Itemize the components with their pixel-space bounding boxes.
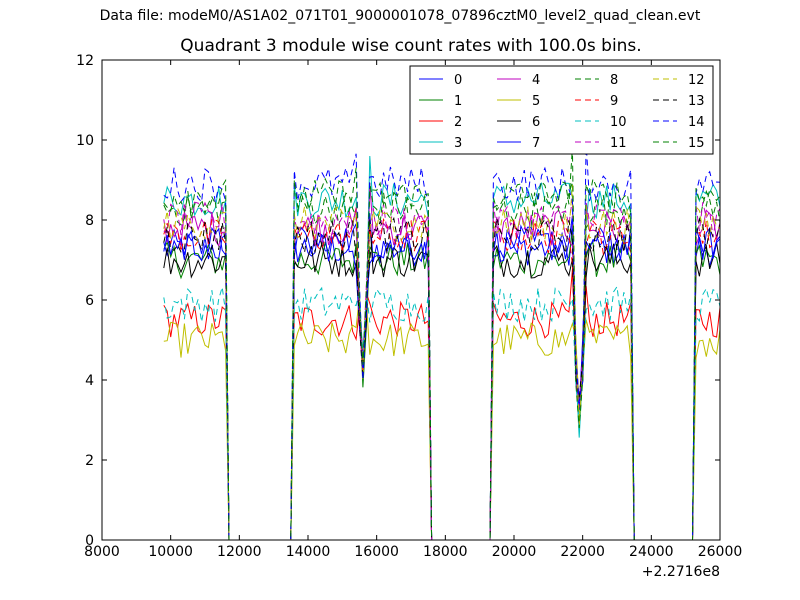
y-tick-label: 0 — [85, 533, 94, 549]
series-layer — [163, 142, 720, 540]
x-tick-label: 14000 — [286, 544, 331, 560]
x-tick-label: 24000 — [629, 544, 674, 560]
legend-label-10: 10 — [610, 115, 627, 130]
ticks-layer: 8000 10000 12000 14000 16000 18000 20000 22000 2… — [76, 53, 742, 580]
x-tick-label: 16000 — [354, 544, 399, 560]
y-tick-label: 2 — [85, 453, 94, 469]
x-tick-label: 12000 — [217, 544, 262, 560]
series-line-15 — [163, 147, 720, 540]
y-tick-label: 12 — [76, 53, 94, 69]
x-offset-label: +2.2716e8 — [642, 564, 720, 580]
legend-label-7: 7 — [532, 136, 540, 151]
legend-label-5: 5 — [532, 94, 540, 109]
y-tick-label: 4 — [85, 373, 94, 389]
legend-label-3: 3 — [454, 136, 462, 151]
series-line-14 — [163, 142, 720, 540]
x-tick-label: 10000 — [148, 544, 193, 560]
x-tick-label: 18000 — [423, 544, 468, 560]
legend-label-12: 12 — [688, 73, 705, 88]
figure-suptitle: Data file: modeM0/AS1A02_071T01_90000010… — [99, 8, 701, 24]
legend-label-9: 9 — [610, 94, 618, 109]
series-line-13 — [163, 216, 720, 540]
legend-label-0: 0 — [454, 73, 462, 88]
chart-title: Quadrant 3 module wise count rates with … — [180, 36, 642, 56]
series-line-12 — [163, 184, 720, 540]
legend-label-15: 15 — [688, 136, 705, 151]
x-tick-label: 8000 — [84, 544, 120, 560]
x-tick-label: 20000 — [492, 544, 537, 560]
legend-label-11: 11 — [610, 136, 627, 151]
x-tick-label: 26000 — [698, 544, 743, 560]
legend-label-14: 14 — [688, 115, 705, 130]
series-line-8 — [163, 181, 720, 540]
legend-label-4: 4 — [532, 73, 540, 88]
y-tick-label: 8 — [85, 213, 94, 229]
y-tick-label: 6 — [85, 293, 94, 309]
legend-label-13: 13 — [688, 94, 705, 109]
y-tick-label: 10 — [76, 133, 94, 149]
legend-label-8: 8 — [610, 73, 618, 88]
legend-label-6: 6 — [532, 115, 540, 130]
legend-box — [409, 65, 714, 155]
x-tick-label: 22000 — [560, 544, 605, 560]
legend-label-2: 2 — [454, 115, 462, 130]
legend-label-1: 1 — [454, 94, 462, 109]
